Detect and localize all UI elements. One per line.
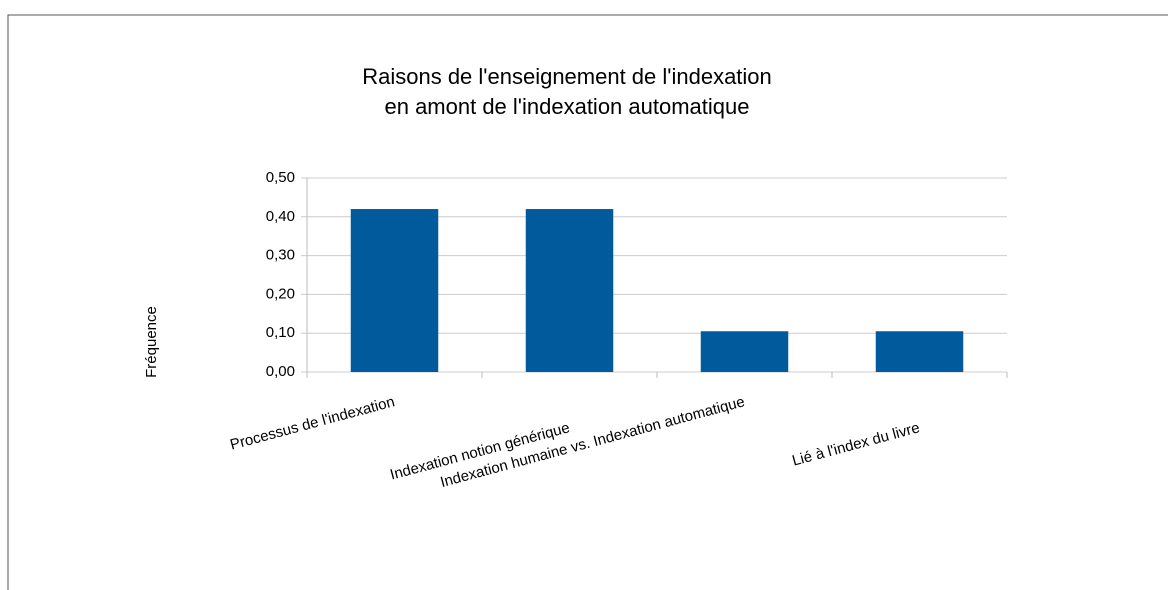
chart-title: en amont de l'indexation automatique: [384, 94, 749, 119]
y-tick-label: 0,10: [266, 324, 295, 341]
bar: [875, 331, 964, 372]
y-tick-label: 0,30: [266, 247, 295, 264]
bar: [350, 209, 439, 372]
chart-title: Raisons de l'enseignement de l'indexatio…: [362, 64, 772, 89]
y-tick-label: 0,20: [266, 285, 295, 302]
y-tick-label: 0,50: [266, 169, 295, 186]
bar: [525, 209, 614, 372]
y-tick-label: 0,40: [266, 208, 295, 225]
x-tick-label: Lié à l'index du livre: [790, 419, 921, 469]
x-tick-label: Processus de l'indexation: [228, 393, 396, 453]
y-axis-label: Fréquence: [143, 306, 160, 378]
y-tick-label: 0,00: [266, 363, 295, 380]
frame: [7, 14, 1168, 590]
bar: [700, 331, 789, 372]
